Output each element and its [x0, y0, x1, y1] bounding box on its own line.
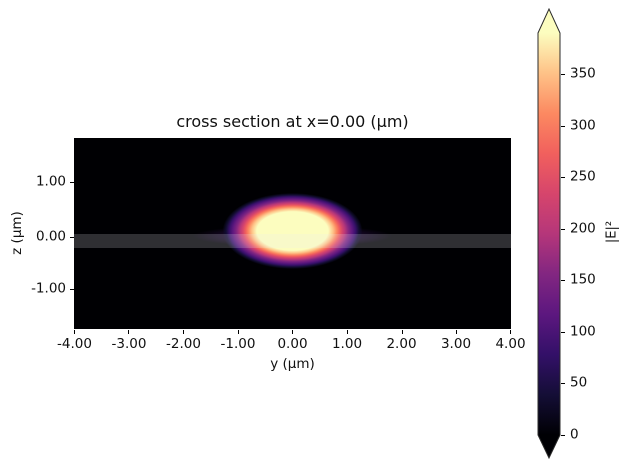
x-tick-label: 2.00 [386, 336, 417, 352]
y-tick-mark [70, 236, 74, 238]
colorbar-tick-mark [561, 383, 565, 384]
x-tick-mark [74, 330, 75, 334]
x-tick-mark [183, 330, 184, 334]
y-tick-mark [70, 182, 74, 183]
colorbar-tick-mark [561, 434, 565, 436]
x-tick-mark [456, 330, 457, 334]
mode-intensity-spot [74, 138, 511, 329]
colorbar-tick-label: 150 [570, 271, 596, 288]
x-tick-label: 1.00 [331, 336, 363, 352]
colorbar-tick-label: 350 [570, 65, 596, 82]
x-axis-label: y (μm) [270, 356, 315, 372]
colorbar-tick-label: 50 [570, 374, 588, 391]
colorbar-tick-mark [561, 177, 565, 178]
x-tick-label: 0.00 [277, 336, 308, 352]
x-tick-label: 3.00 [440, 336, 472, 352]
y-axis-label: z (μm) [9, 211, 25, 255]
x-tick-label: -4.00 [57, 336, 92, 352]
x-tick-mark [292, 330, 293, 334]
x-tick-mark [510, 330, 511, 334]
colorbar [537, 8, 561, 459]
colorbar-tick-mark [561, 331, 565, 333]
colorbar-tick-mark [561, 74, 565, 75]
y-tick-label: 0.00 [35, 228, 66, 244]
x-tick-label: -3.00 [111, 336, 147, 352]
colorbar-tick-label: 200 [570, 220, 596, 236]
colorbar-tick-label: 0 [570, 426, 579, 443]
x-tick-label: -1.00 [220, 336, 256, 352]
colorbar-tick-mark [561, 228, 565, 230]
x-tick-label: 4.00 [495, 336, 526, 352]
colorbar-tick-label: 300 [570, 117, 596, 133]
colorbar-axis-label: |E|² [604, 220, 620, 244]
waveguide-slab-overlay [74, 234, 511, 248]
colorbar-gradient-bar [537, 8, 561, 459]
colorbar-tick-label: 100 [570, 323, 596, 339]
y-tick-label: -1.00 [31, 280, 66, 296]
y-tick-mark [70, 288, 74, 290]
colorbar-tick-mark [561, 125, 565, 127]
x-tick-mark [128, 330, 129, 334]
x-tick-mark [347, 330, 348, 334]
x-tick-label: -2.00 [166, 336, 201, 352]
x-tick-mark [402, 330, 403, 334]
plot-title: cross section at x=0.00 (μm) [176, 112, 409, 131]
x-tick-mark [238, 330, 239, 334]
colorbar-tick-label: 250 [570, 168, 596, 185]
y-tick-label: 1.00 [35, 173, 66, 190]
heatmap-axes [74, 138, 511, 329]
colorbar-tick-mark [561, 280, 565, 281]
